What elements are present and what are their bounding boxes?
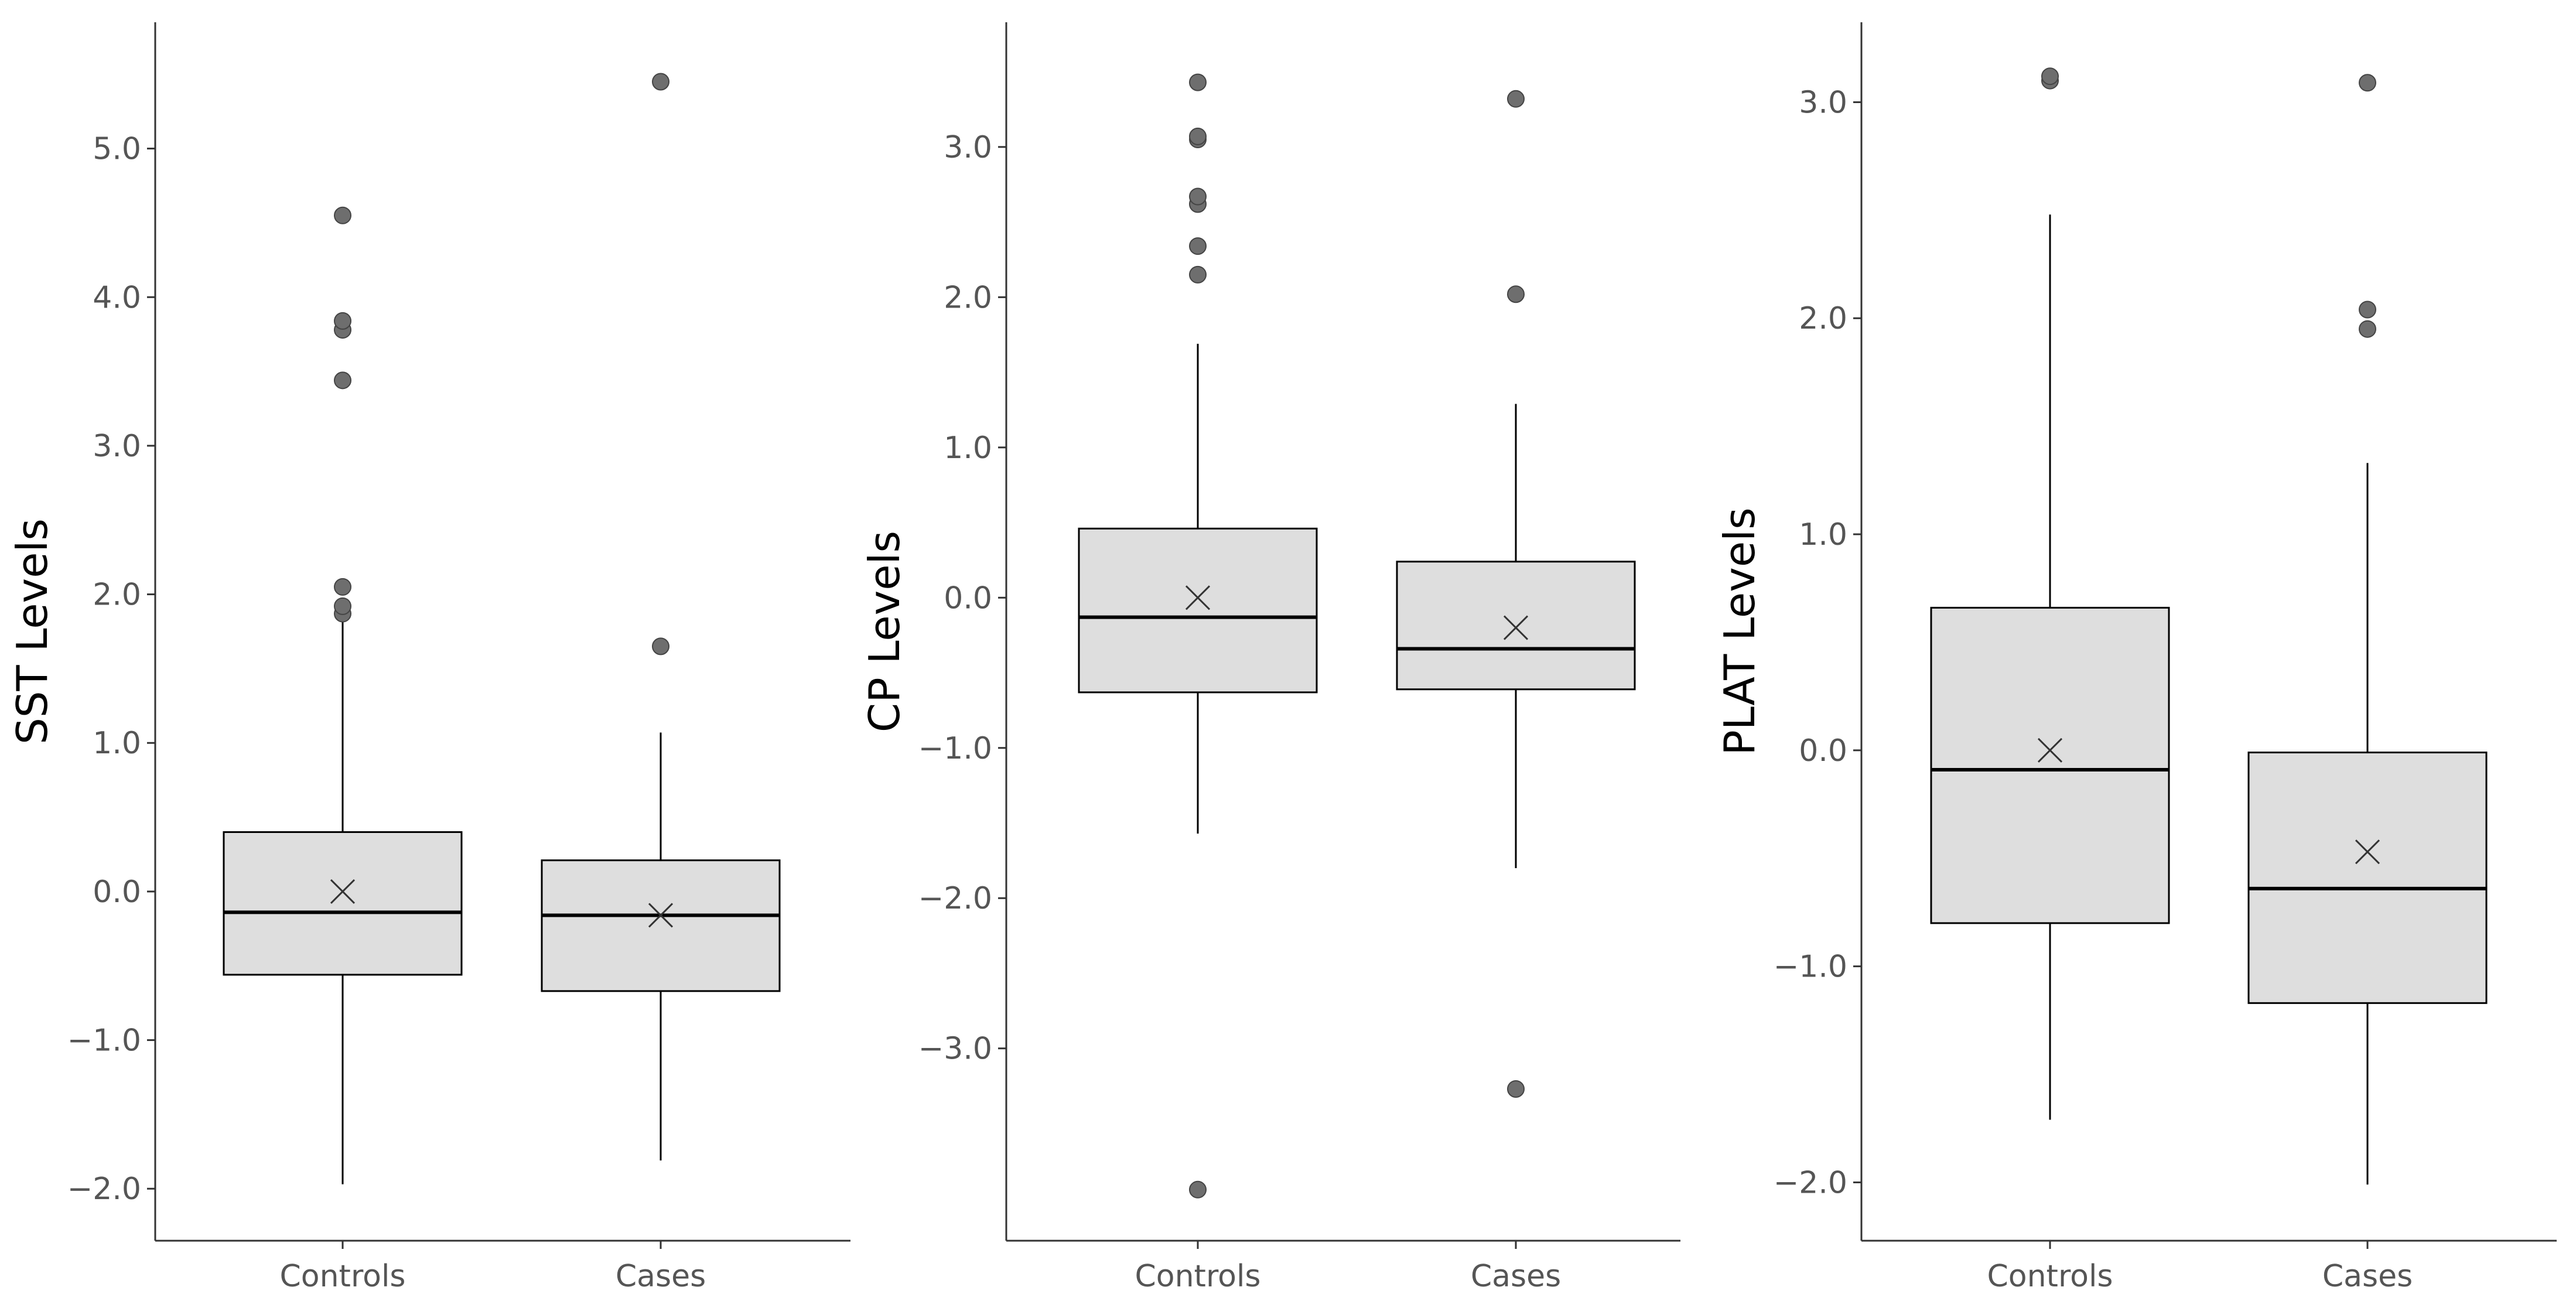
iqr-box [223,831,463,976]
y-tick-label: −3.0 [918,1032,992,1067]
panel-2: −3.0 −2.0 −1.0 0.0 1.0 2.0 3.0 CP Levels Control… [860,22,1680,1294]
iqr-box [1078,527,1318,694]
box-cases: Cases [541,73,781,1294]
y-tick-label: −2.0 [1774,1165,1847,1200]
y-tick-label: 3.0 [944,130,992,165]
y-tick-label: 2.0 [944,280,992,315]
box-controls: Controls [1078,73,1318,1294]
outlier-point [652,637,669,655]
mean-marker [2355,839,2380,865]
outlier-point [334,597,351,615]
mean-marker [2037,738,2063,763]
outlier-point [1189,265,1207,284]
x-tick-label: Cases [616,1259,706,1294]
box-cases: Cases [1396,90,1636,1294]
box-cases: Cases [2247,74,2488,1294]
outlier-point [2359,320,2376,338]
y-axis-title: SST Levels [8,518,57,745]
outlier-point [1189,73,1207,91]
y-tick-label: 2.0 [1799,301,1847,336]
outlier-point [1189,1180,1207,1199]
x-tick-label: Controls [1987,1259,2113,1294]
mean-marker [330,879,356,904]
outlier-point [1507,285,1525,303]
y-tick-label: 3.0 [93,429,141,464]
y-tick-label: 1.0 [1799,517,1847,552]
outlier-point [2041,67,2059,86]
panel-1: −2.0 −1.0 0.0 1.0 2.0 3.0 4.0 5.0 SST Levels Cont… [8,22,850,1294]
y-tick-label: 4.0 [93,280,141,315]
outlier-point [1189,187,1207,206]
x-tick-label: Controls [1135,1259,1260,1294]
outlier-point [2359,301,2376,319]
outlier-point [1189,237,1207,255]
outlier-point [1507,1080,1525,1098]
y-tick-label: 0.0 [944,581,992,616]
outlier-point [334,206,351,224]
iqr-box [1396,561,1636,691]
outlier-point [2359,74,2376,92]
x-tick-label: Cases [1471,1259,1561,1294]
y-axis-title: CP Levels [860,531,909,732]
outlier-point [334,371,351,390]
outlier-point [1507,90,1525,108]
y-axis-title: PLAT Levels [1715,507,1764,755]
outlier-point [334,312,351,330]
outlier-point [652,73,669,91]
box-controls: Controls [1930,67,2170,1294]
y-tick-label: 0.0 [1799,733,1847,769]
mean-marker [1185,585,1211,610]
mean-marker [648,903,674,928]
x-tick-label: Cases [2322,1259,2413,1294]
x-tick-label: Controls [279,1259,405,1294]
panel-3: −2.0 −1.0 0.0 1.0 2.0 3.0 PLAT Levels Controls C… [1715,22,2557,1294]
outlier-point [1189,127,1207,145]
mean-marker [1503,615,1529,640]
y-tick-label: −2.0 [67,1172,141,1207]
box-controls: Controls [223,206,463,1294]
y-tick-label: 3.0 [1799,85,1847,120]
outlier-point [334,578,351,596]
iqr-box [1930,606,2170,924]
iqr-box [2247,752,2488,1004]
y-tick-label: 1.0 [93,726,141,761]
y-tick-label: −1.0 [67,1023,141,1059]
y-tick-label: 2.0 [93,578,141,613]
iqr-box [541,859,781,992]
y-tick-label: 1.0 [944,431,992,466]
y-tick-label: −2.0 [918,881,992,916]
y-tick-label: 5.0 [93,132,141,167]
y-tick-label: 0.0 [93,875,141,910]
y-tick-label: −1.0 [918,731,992,766]
y-tick-label: −1.0 [1774,950,1847,985]
